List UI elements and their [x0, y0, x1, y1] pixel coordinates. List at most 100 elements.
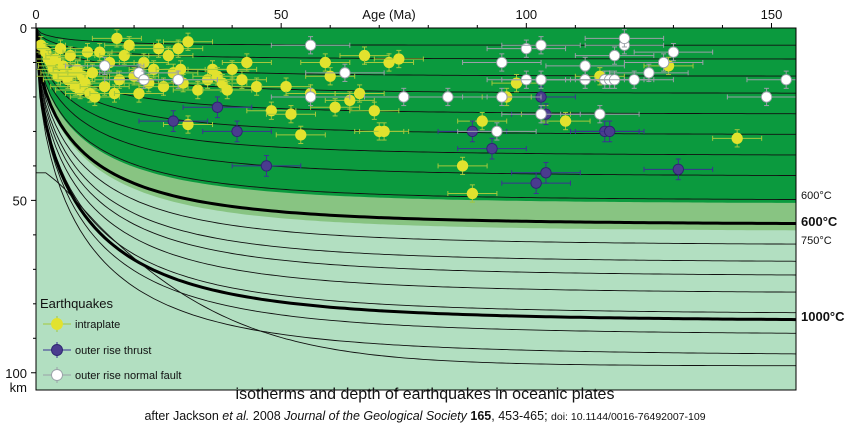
data-point — [628, 74, 640, 86]
isotherm-6 — [36, 28, 796, 156]
isotherm-9 — [36, 28, 796, 245]
data-point — [98, 80, 111, 93]
x-tick-label: 150 — [761, 7, 783, 22]
isotherm-600-bold — [36, 28, 796, 225]
isotherm-label-0: 600°C — [801, 190, 832, 202]
data-point — [456, 160, 469, 172]
isotherm-label-1: 600°C — [801, 214, 838, 229]
data-point — [79, 77, 91, 89]
data-point — [324, 70, 336, 82]
data-point — [378, 125, 390, 138]
data-point — [667, 46, 680, 58]
reference-doi: doi: 10.1144/0016-76492007-109 — [551, 411, 706, 423]
isotherm-5 — [36, 28, 796, 135]
chart-title: isotherms and depth of earthquakes in oc… — [235, 386, 615, 403]
data-point — [260, 160, 273, 172]
legend-item-2: outer rise normal fault — [43, 367, 181, 383]
x-axis-label: Age (Ma) — [362, 7, 415, 22]
data-point — [535, 74, 547, 86]
y-tick-label: 50 — [13, 193, 27, 208]
x-tick-label: 0 — [32, 7, 39, 22]
data-point — [672, 163, 684, 176]
data-point — [466, 187, 479, 200]
data-point — [510, 77, 523, 89]
legend-label: intraplate — [75, 319, 120, 331]
isotherm-12 — [36, 28, 796, 293]
plot-frame — [35, 27, 797, 391]
data-point — [476, 115, 488, 127]
data-point — [265, 105, 278, 117]
data-point — [221, 84, 233, 96]
data-point — [304, 91, 317, 103]
isotherm-7 — [36, 28, 796, 176]
isotherm-14 — [36, 28, 796, 334]
data-point — [398, 91, 410, 103]
data-point — [231, 125, 243, 138]
y-tick-label: 0 — [20, 21, 27, 36]
data-point — [618, 32, 631, 44]
data-point — [643, 67, 655, 79]
data-point — [241, 56, 253, 69]
data-point — [182, 118, 194, 131]
data-point — [172, 74, 184, 86]
data-point — [182, 36, 194, 48]
data-point — [657, 56, 670, 69]
data-point — [442, 91, 454, 103]
data-point — [86, 67, 99, 79]
x-tick-label: 100 — [515, 7, 537, 22]
data-point — [123, 39, 135, 51]
data-point — [157, 80, 170, 93]
data-point — [594, 108, 606, 120]
isotherm-label-2: 750°C — [801, 235, 832, 247]
data-point — [731, 132, 743, 144]
reference-authors: after Jackson — [144, 409, 223, 423]
data-point — [192, 84, 204, 96]
data-point — [64, 49, 76, 62]
reference-year: 2008 — [249, 409, 285, 423]
data-point — [604, 125, 616, 138]
data-point — [383, 56, 395, 69]
data-point — [167, 115, 179, 127]
series-2 — [64, 29, 796, 141]
data-point — [353, 87, 366, 100]
data-point — [319, 56, 331, 69]
isotherm-1000-bold — [36, 28, 796, 322]
y-axis-label: km — [10, 380, 27, 395]
data-point — [285, 108, 297, 120]
data-point — [250, 80, 263, 93]
data-point — [111, 32, 123, 44]
isotherm-10 — [36, 28, 796, 262]
data-point — [98, 60, 111, 72]
data-point — [89, 91, 101, 103]
data-point — [535, 39, 547, 51]
data-point — [559, 115, 572, 127]
legend-marker — [51, 344, 63, 356]
data-point — [760, 91, 773, 103]
data-point — [520, 43, 532, 55]
data-point — [535, 108, 547, 120]
data-point — [530, 177, 542, 189]
legend-item-0: intraplate — [43, 316, 120, 332]
isotherm-11 — [36, 28, 796, 276]
data-point — [226, 63, 238, 76]
reference-volume: 165 — [470, 409, 492, 423]
data-point — [491, 125, 503, 138]
data-point — [393, 53, 405, 65]
legend-label: outer rise normal fault — [75, 370, 181, 382]
isotherm-13 — [36, 28, 796, 314]
data-point — [496, 91, 508, 103]
data-point — [358, 49, 371, 62]
data-point — [540, 167, 552, 179]
series-1 — [138, 86, 714, 194]
isotherm-15 — [36, 28, 796, 355]
reference-etal: et al. — [222, 409, 250, 423]
legend-title: Earthquakes — [40, 296, 113, 311]
data-point — [496, 56, 508, 69]
data-point — [295, 129, 307, 141]
data-point — [486, 143, 498, 155]
reference-journal: Journal of the Geological Society — [284, 409, 467, 423]
data-point — [162, 49, 175, 62]
isotherm-8 — [36, 28, 796, 200]
